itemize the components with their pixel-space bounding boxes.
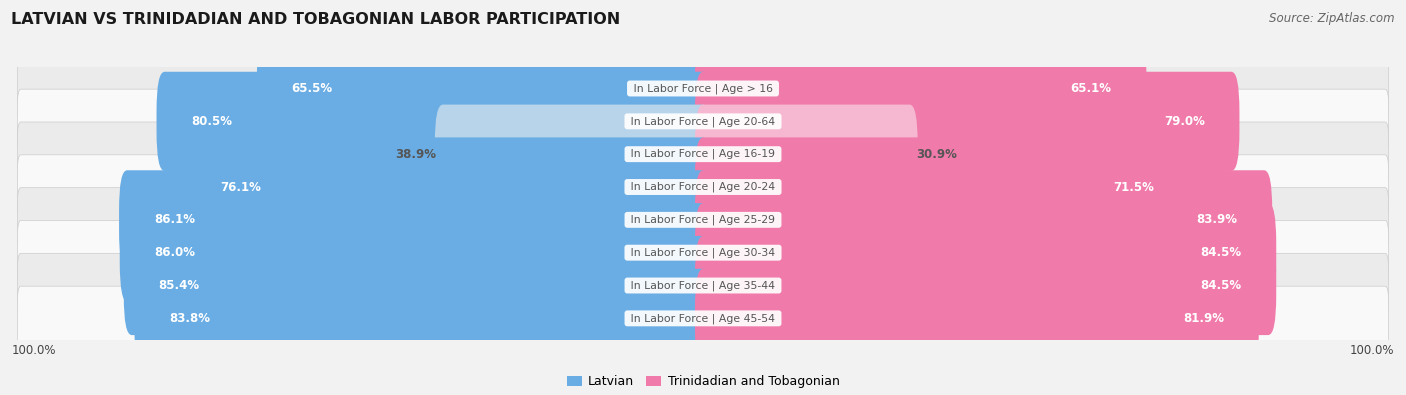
Text: 65.1%: 65.1% [1071, 82, 1112, 95]
Text: 76.1%: 76.1% [221, 181, 262, 194]
FancyBboxPatch shape [124, 236, 711, 335]
Text: 86.1%: 86.1% [153, 213, 195, 226]
Text: 80.5%: 80.5% [191, 115, 232, 128]
Text: 84.5%: 84.5% [1201, 246, 1241, 259]
Text: LATVIAN VS TRINIDADIAN AND TOBAGONIAN LABOR PARTICIPATION: LATVIAN VS TRINIDADIAN AND TOBAGONIAN LA… [11, 12, 620, 27]
FancyBboxPatch shape [17, 155, 1389, 219]
FancyBboxPatch shape [695, 236, 1277, 335]
Text: 83.9%: 83.9% [1197, 213, 1237, 226]
FancyBboxPatch shape [434, 105, 711, 204]
Text: In Labor Force | Age 20-64: In Labor Force | Age 20-64 [627, 116, 779, 126]
Text: In Labor Force | Age > 16: In Labor Force | Age > 16 [630, 83, 776, 94]
Text: In Labor Force | Age 30-34: In Labor Force | Age 30-34 [627, 247, 779, 258]
Text: In Labor Force | Age 16-19: In Labor Force | Age 16-19 [627, 149, 779, 160]
FancyBboxPatch shape [17, 220, 1389, 285]
Text: In Labor Force | Age 45-54: In Labor Force | Age 45-54 [627, 313, 779, 324]
Text: 71.5%: 71.5% [1114, 181, 1154, 194]
FancyBboxPatch shape [695, 170, 1272, 269]
FancyBboxPatch shape [135, 269, 711, 368]
FancyBboxPatch shape [257, 39, 711, 138]
FancyBboxPatch shape [17, 188, 1389, 252]
Text: Source: ZipAtlas.com: Source: ZipAtlas.com [1270, 12, 1395, 25]
FancyBboxPatch shape [156, 72, 711, 171]
FancyBboxPatch shape [17, 122, 1389, 186]
FancyBboxPatch shape [695, 72, 1240, 171]
Text: In Labor Force | Age 35-44: In Labor Force | Age 35-44 [627, 280, 779, 291]
FancyBboxPatch shape [695, 137, 1189, 237]
Text: 81.9%: 81.9% [1182, 312, 1225, 325]
FancyBboxPatch shape [17, 89, 1389, 154]
FancyBboxPatch shape [695, 203, 1277, 302]
Text: 38.9%: 38.9% [395, 148, 436, 161]
FancyBboxPatch shape [120, 170, 711, 269]
FancyBboxPatch shape [17, 56, 1389, 121]
Legend: Latvian, Trinidadian and Tobagonian: Latvian, Trinidadian and Tobagonian [561, 371, 845, 393]
Text: 86.0%: 86.0% [155, 246, 195, 259]
Text: In Labor Force | Age 25-29: In Labor Force | Age 25-29 [627, 214, 779, 225]
FancyBboxPatch shape [17, 286, 1389, 350]
Text: 30.9%: 30.9% [917, 148, 957, 161]
FancyBboxPatch shape [695, 39, 1146, 138]
FancyBboxPatch shape [695, 105, 918, 204]
FancyBboxPatch shape [695, 269, 1258, 368]
FancyBboxPatch shape [186, 137, 711, 237]
FancyBboxPatch shape [120, 203, 711, 302]
Text: 84.5%: 84.5% [1201, 279, 1241, 292]
Text: 85.4%: 85.4% [159, 279, 200, 292]
Text: 83.8%: 83.8% [169, 312, 211, 325]
Text: In Labor Force | Age 20-24: In Labor Force | Age 20-24 [627, 182, 779, 192]
FancyBboxPatch shape [17, 253, 1389, 318]
Text: 65.5%: 65.5% [291, 82, 333, 95]
Text: 79.0%: 79.0% [1164, 115, 1205, 128]
